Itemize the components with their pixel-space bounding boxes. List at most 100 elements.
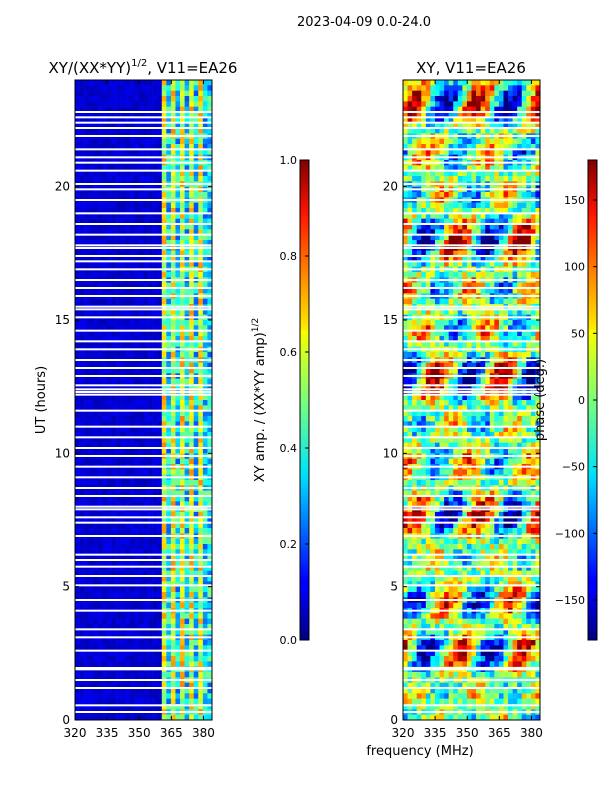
heatmap-cell — [430, 213, 436, 219]
heatmap-cell — [184, 352, 190, 358]
heatmap-cell — [175, 613, 181, 619]
data-gap — [75, 384, 212, 387]
heatmap-cell — [116, 480, 121, 486]
heatmap-cell — [425, 288, 431, 294]
heatmap-cell — [161, 90, 167, 97]
heatmap-cell — [106, 234, 112, 241]
heatmap-cell — [120, 565, 126, 571]
heatmap-cell — [166, 282, 172, 289]
heatmap-cell — [189, 176, 195, 182]
heatmap-cell — [106, 602, 112, 609]
heatmap-cell — [116, 565, 121, 571]
heatmap-cell — [471, 250, 477, 257]
heatmap-cell — [111, 240, 117, 246]
heatmap-cell — [189, 410, 195, 417]
heatmap-cell — [521, 128, 527, 134]
heatmap-cell — [403, 272, 408, 278]
heatmap-cell — [476, 112, 481, 118]
heatmap-cell — [102, 618, 108, 625]
heatmap-cell — [120, 170, 126, 177]
heatmap-cell — [102, 272, 108, 278]
heatmap-cell — [444, 138, 449, 145]
heatmap-cell — [97, 421, 103, 427]
heatmap-cell — [494, 117, 500, 123]
figure-suptitle: 2023-04-09 0.0-24.0 — [297, 15, 431, 30]
heatmap-cell — [184, 629, 190, 635]
heatmap-cell — [180, 714, 185, 721]
heatmap-cell — [444, 80, 449, 86]
heatmap-cell — [480, 234, 486, 241]
heatmap-cell — [157, 101, 163, 107]
heatmap-cell — [120, 656, 126, 662]
heatmap-cell — [512, 218, 518, 225]
heatmap-cell — [134, 629, 140, 635]
heatmap-cell — [175, 448, 181, 454]
heatmap-cell — [448, 256, 454, 262]
heatmap-cell — [198, 645, 204, 651]
heatmap-cell — [125, 394, 131, 401]
heatmap-cell — [148, 309, 153, 315]
heatmap-cell — [180, 101, 185, 107]
heatmap-cell — [97, 224, 103, 230]
heatmap-cell — [97, 426, 103, 433]
heatmap-cell — [198, 496, 204, 502]
heatmap-cell — [148, 341, 153, 347]
heatmap-cell — [494, 149, 500, 155]
heatmap-cell — [125, 624, 131, 630]
amplitude-colorbar-label: XY amp. / (XX*YY amp)1/2 — [251, 318, 268, 482]
heatmap-cell — [421, 261, 427, 267]
heatmap-cell — [189, 144, 195, 150]
heatmap-cell — [93, 368, 99, 374]
heatmap-cell — [508, 261, 513, 267]
heatmap-cell — [111, 448, 117, 454]
heatmap-cell — [412, 144, 417, 150]
heatmap-cell — [448, 208, 454, 214]
heatmap-cell — [97, 117, 103, 123]
heatmap-cell — [535, 298, 541, 305]
heatmap-cell — [106, 282, 112, 289]
heatmap-cell — [102, 682, 108, 689]
amplitude-colorbar-ticks: 0.00.20.40.60.81.0 — [280, 154, 309, 647]
heatmap-cell — [102, 282, 108, 289]
heatmap-cell — [125, 458, 131, 465]
heatmap-cell — [120, 165, 126, 171]
heatmap-cell — [526, 213, 532, 219]
heatmap-cell — [79, 714, 85, 721]
heatmap-cell — [138, 218, 144, 225]
heatmap-cell — [175, 250, 181, 257]
heatmap-cell — [207, 416, 213, 422]
heatmap-cell — [170, 602, 176, 609]
heatmap-cell — [453, 192, 459, 198]
heatmap-cell — [198, 336, 204, 342]
heatmap-cell — [421, 90, 427, 97]
heatmap-cell — [498, 229, 504, 235]
heatmap-cell — [134, 672, 140, 678]
heatmap-cell — [102, 117, 108, 123]
heatmap-cell — [416, 122, 422, 129]
heatmap-cell — [111, 272, 117, 278]
heatmap-cell — [152, 261, 158, 267]
heatmap-cell — [111, 176, 117, 182]
heatmap-cell — [207, 570, 213, 577]
heatmap-cell — [207, 693, 213, 699]
heatmap-cell — [508, 272, 513, 278]
heatmap-cell — [120, 672, 126, 678]
heatmap-cell — [535, 234, 541, 241]
heatmap-cell — [138, 330, 144, 337]
heatmap-cell — [79, 240, 85, 246]
heatmap-cell — [202, 213, 208, 219]
heatmap-cell — [120, 517, 126, 523]
heatmap-cell — [430, 101, 436, 107]
heatmap-cell — [102, 714, 108, 721]
heatmap-cell — [421, 149, 427, 155]
heatmap-cell — [498, 165, 504, 171]
heatmap-cell — [111, 682, 117, 689]
heatmap-cell — [102, 421, 108, 427]
heatmap-cell — [143, 112, 149, 118]
heatmap-cell — [111, 554, 117, 561]
heatmap-cell — [88, 208, 94, 214]
heatmap-cell — [88, 336, 94, 342]
heatmap-cell — [84, 576, 89, 582]
heatmap-cell — [97, 442, 103, 449]
